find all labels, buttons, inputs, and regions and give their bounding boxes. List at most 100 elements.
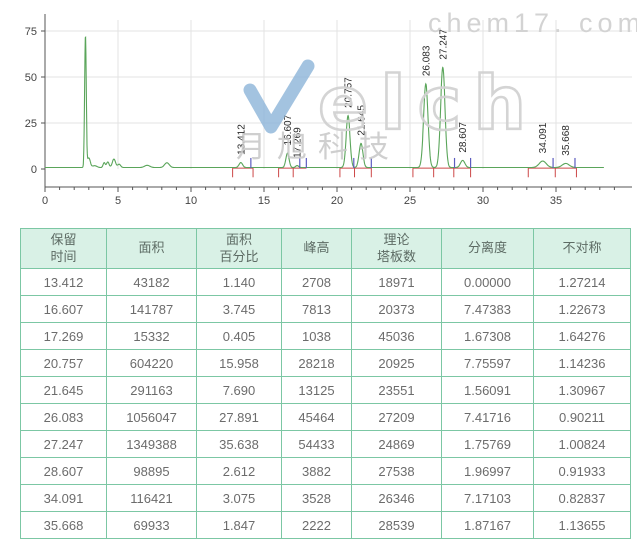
table-cell: 3.075 (196, 484, 282, 512)
peak-label: 35.668 (561, 125, 572, 156)
table-cell: 21.645 (20, 376, 107, 404)
peak-label: 13.412 (236, 124, 247, 155)
column-header: 面积 百分比 (196, 228, 282, 269)
svg-text:75: 75 (25, 26, 37, 38)
table-cell: 3.745 (196, 295, 282, 323)
table-cell: 1.56091 (441, 376, 534, 404)
svg-text:15: 15 (258, 195, 270, 207)
column-header: 峰高 (281, 228, 352, 269)
peak-label: 27.247 (438, 29, 449, 60)
table-cell: 1.75769 (441, 430, 534, 458)
table-cell: 7.41716 (441, 403, 534, 431)
table-cell: 34.091 (20, 484, 107, 512)
table-cell: 1.14236 (533, 349, 631, 377)
table-header-row: 保留 时间 面积 面积 百分比 峰高 理论 塔板数 分离度 不对称 (20, 228, 631, 269)
table-cell: 45464 (281, 403, 352, 431)
table-cell: 69933 (106, 511, 197, 539)
table-cell: 1.847 (196, 511, 282, 539)
peak-label: 20.757 (344, 77, 355, 108)
table-row: 17.269 15332 0.405 1038 45036 1.67308 1.64276 (20, 322, 631, 350)
table-cell: 13125 (281, 376, 352, 404)
table-row: 20.757 604220 15.958 28218 20925 7.75597 1.142… (20, 349, 631, 377)
table-cell: 1.64276 (533, 322, 631, 350)
table-cell: 45036 (351, 322, 442, 350)
chromatogram: 0 25 50 75 0 5 10 15 20 25 30 35 13.412 16.607 17.269 2… (0, 0, 637, 226)
table-row: 26.083 1056047 27.891 45464 27209 7.41716 0.90… (20, 403, 631, 431)
table-cell: 13.412 (20, 268, 107, 296)
table-cell: 27.247 (20, 430, 107, 458)
table-cell: 7.17103 (441, 484, 534, 512)
watermark-cn-text: 月旭科技 (236, 131, 400, 164)
table-cell: 1.22673 (533, 295, 631, 323)
table-cell: 1.30967 (533, 376, 631, 404)
table-cell: 7.75597 (441, 349, 534, 377)
table-cell: 35.638 (196, 430, 282, 458)
table-cell: 26346 (351, 484, 442, 512)
welch-check-icon (243, 59, 315, 134)
table-cell: 0.91933 (533, 457, 631, 485)
table-cell: 20925 (351, 349, 442, 377)
table-cell: 0.82837 (533, 484, 631, 512)
svg-text:5: 5 (115, 195, 121, 207)
table-row: 27.247 1349388 35.638 54433 24869 1.75769 1.00… (20, 430, 631, 458)
table-row: 13.412 43182 1.140 2708 18971 0.00000 1.27214 (20, 268, 631, 296)
table-cell: 28.607 (20, 457, 107, 485)
svg-text:50: 50 (25, 72, 37, 84)
table-row: 35.668 69933 1.847 2222 28539 1.87167 1.13655 (20, 511, 631, 539)
table-cell: 18971 (351, 268, 442, 296)
table-row: 21.645 291163 7.690 13125 23551 1.56091 1.3096… (20, 376, 631, 404)
table-cell: 2222 (281, 511, 352, 539)
table-cell: 28218 (281, 349, 352, 377)
chromatogram-trace (45, 35, 604, 169)
table-cell: 26.083 (20, 403, 107, 431)
watermark-url-text: chem17. com (428, 8, 637, 38)
table-cell: 15.958 (196, 349, 282, 377)
table-cell: 0.90211 (533, 403, 631, 431)
integration-event-marks (250, 157, 576, 169)
table-cell: 35.668 (20, 511, 107, 539)
integration-baseline (232, 167, 577, 178)
table-cell: 20373 (351, 295, 442, 323)
table-cell: 141787 (106, 295, 197, 323)
table-cell: 2708 (281, 268, 352, 296)
table-row: 34.091 116421 3.075 3528 26346 7.17103 0.82837 (20, 484, 631, 512)
table-cell: 291163 (106, 376, 197, 404)
table-cell: 15332 (106, 322, 197, 350)
table-cell: 1.00824 (533, 430, 631, 458)
table-cell: 1056047 (106, 403, 197, 431)
table-cell: 16.607 (20, 295, 107, 323)
column-header: 保留 时间 (20, 228, 107, 269)
grid-lines (45, 20, 632, 169)
table-cell: 3528 (281, 484, 352, 512)
table-cell: 1038 (281, 322, 352, 350)
table-cell: 7.47383 (441, 295, 534, 323)
table-cell: 28539 (351, 511, 442, 539)
table-cell: 98895 (106, 457, 197, 485)
table-row: 28.607 98895 2.612 3882 27538 1.96997 0.91933 (20, 457, 631, 485)
table-cell: 27209 (351, 403, 442, 431)
table-cell: 17.269 (20, 322, 107, 350)
peak-label: 16.607 (283, 114, 294, 145)
svg-text:35: 35 (550, 195, 562, 207)
table-cell: 1.87167 (441, 511, 534, 539)
table-cell: 1.67308 (441, 322, 534, 350)
svg-text:25: 25 (25, 118, 37, 130)
watermark-layer: chem17. com elch 月旭科技 (236, 8, 637, 164)
peak-results-table: 保留 时间 面积 面积 百分比 峰高 理论 塔板数 分离度 不对称 13.412 43182 1… (20, 228, 631, 539)
table-cell: 54433 (281, 430, 352, 458)
table-cell: 27538 (351, 457, 442, 485)
table-cell: 1.140 (196, 268, 282, 296)
svg-text:30: 30 (477, 195, 489, 207)
table-cell: 20.757 (20, 349, 107, 377)
table-cell: 1349388 (106, 430, 197, 458)
peak-label: 28.607 (458, 122, 469, 153)
table-cell: 604220 (106, 349, 197, 377)
table-cell: 23551 (351, 376, 442, 404)
table-cell: 7813 (281, 295, 352, 323)
table-cell: 1.13655 (533, 511, 631, 539)
svg-text:20: 20 (331, 195, 343, 207)
peak-label: 34.091 (538, 122, 549, 153)
column-header: 面积 (106, 228, 197, 269)
